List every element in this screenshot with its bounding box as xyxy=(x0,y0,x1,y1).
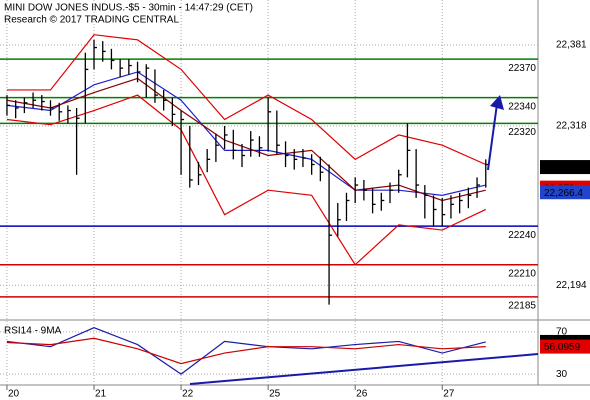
x-tick-label: 21 xyxy=(95,389,107,400)
forecast-arrow xyxy=(487,103,498,171)
x-tick-label: 27 xyxy=(443,389,455,400)
indicator-line xyxy=(6,337,486,365)
level-label: 22320 xyxy=(508,127,536,138)
y-tick-label: 22,318 xyxy=(556,121,587,132)
indicator-line xyxy=(6,71,486,196)
indicator-line xyxy=(6,34,487,166)
chart-subtitle: Research © 2017 TRADING CENTRAL xyxy=(4,15,179,26)
price-tag xyxy=(540,185,590,200)
x-tick-label: 26 xyxy=(356,389,368,400)
price-tag xyxy=(540,160,590,175)
y-tick-label: 22,381 xyxy=(556,40,587,51)
level-label: 22185 xyxy=(508,301,536,312)
panel-title: RSI14 - 9MA xyxy=(4,326,62,337)
indicator-line xyxy=(6,327,486,375)
price-tag-label: 22,286 xyxy=(544,163,575,174)
y-tick-label: 70 xyxy=(556,327,568,338)
y-tick-label: 22,194 xyxy=(556,280,587,291)
price-tag-label: 22,266.4 xyxy=(544,188,583,199)
y-tick-label: 30 xyxy=(556,369,568,380)
indicator-line xyxy=(6,94,487,266)
level-label: 22340 xyxy=(508,101,536,112)
price-tag-label: 56.0959 xyxy=(544,342,581,353)
indicator-line xyxy=(6,77,486,202)
x-tick-label: 25 xyxy=(269,389,281,400)
level-label: 22210 xyxy=(508,268,536,279)
level-label: 22370 xyxy=(508,63,536,74)
x-tick-label: 20 xyxy=(8,389,20,400)
level-label: 22240 xyxy=(508,230,536,241)
arrow-head xyxy=(490,95,504,110)
x-tick-label: 22 xyxy=(182,389,194,400)
rsi-trendline xyxy=(189,353,539,385)
price-tag xyxy=(540,339,590,354)
chart-title: MINI DOW JONES INDUS.-$5 - 30min - 14:47… xyxy=(4,3,253,14)
